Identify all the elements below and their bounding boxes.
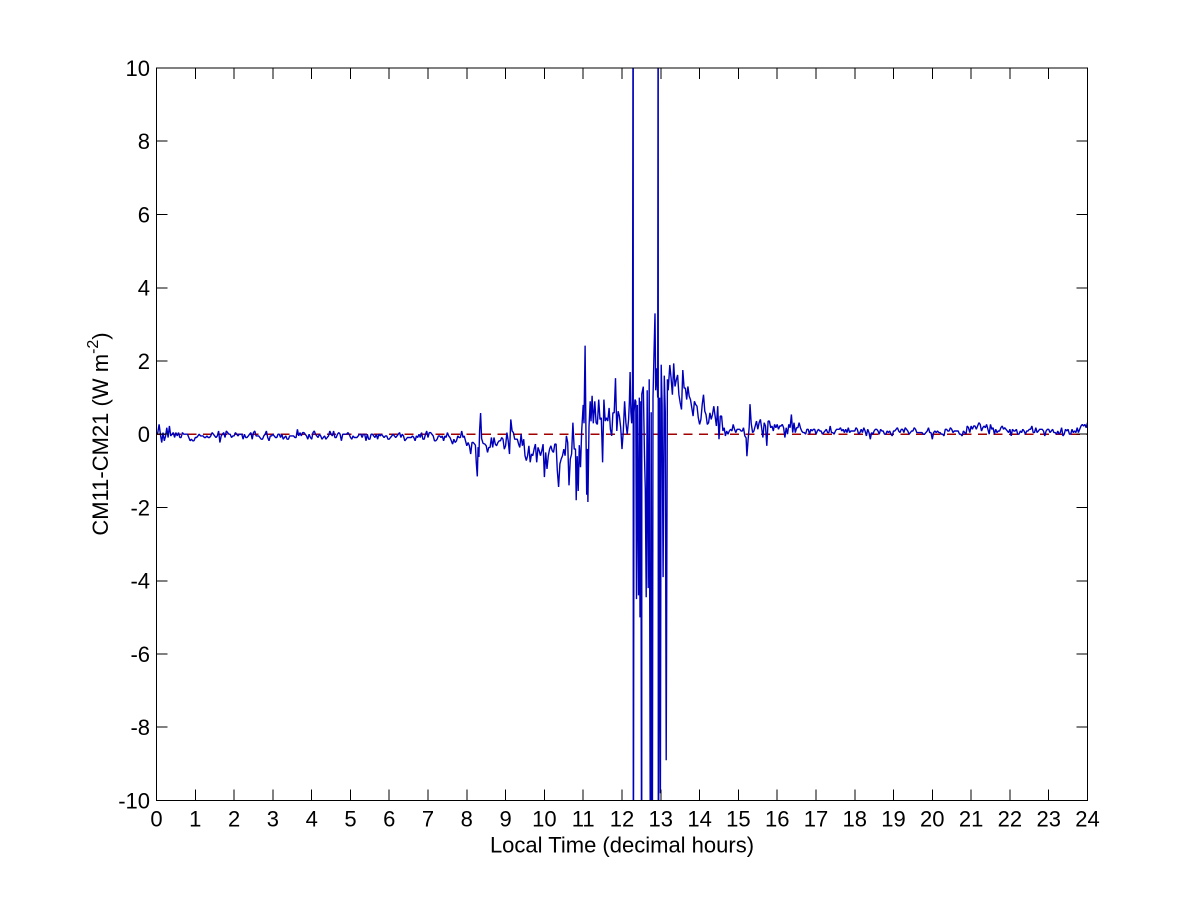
svg-text:0: 0 <box>150 807 162 832</box>
svg-text:22: 22 <box>998 807 1022 832</box>
svg-text:8: 8 <box>461 807 473 832</box>
svg-text:15: 15 <box>726 807 750 832</box>
svg-text:4: 4 <box>306 807 318 832</box>
svg-text:16: 16 <box>765 807 789 832</box>
svg-text:5: 5 <box>344 807 356 832</box>
svg-text:24: 24 <box>1075 807 1099 832</box>
svg-text:6: 6 <box>138 202 150 227</box>
svg-text:-10: -10 <box>118 788 150 813</box>
svg-text:10: 10 <box>532 807 556 832</box>
svg-text:4: 4 <box>138 276 150 301</box>
svg-text:7: 7 <box>422 807 434 832</box>
svg-text:2: 2 <box>228 807 240 832</box>
svg-text:14: 14 <box>687 807 711 832</box>
svg-text:1: 1 <box>189 807 201 832</box>
svg-text:23: 23 <box>1036 807 1060 832</box>
svg-text:-2: -2 <box>130 495 150 520</box>
svg-text:19: 19 <box>881 807 905 832</box>
svg-text:11: 11 <box>572 807 595 832</box>
svg-text:0: 0 <box>138 422 150 447</box>
svg-text:6: 6 <box>383 807 395 832</box>
svg-text:2: 2 <box>138 349 150 374</box>
svg-text:20: 20 <box>920 807 944 832</box>
svg-text:8: 8 <box>138 129 150 154</box>
svg-text:-8: -8 <box>130 715 150 740</box>
svg-text:Local Time (decimal hours): Local Time (decimal hours) <box>490 833 754 858</box>
svg-text:13: 13 <box>649 807 673 832</box>
svg-text:CM11-CM21 (W m-2): CM11-CM21 (W m-2) <box>85 332 113 535</box>
svg-text:18: 18 <box>843 807 867 832</box>
svg-text:12: 12 <box>610 807 634 832</box>
svg-text:9: 9 <box>499 807 511 832</box>
svg-text:-4: -4 <box>130 569 150 594</box>
svg-text:21: 21 <box>959 807 983 832</box>
svg-text:17: 17 <box>804 807 828 832</box>
svg-text:3: 3 <box>267 807 279 832</box>
svg-text:10: 10 <box>126 56 150 81</box>
svg-text:-6: -6 <box>130 642 150 667</box>
